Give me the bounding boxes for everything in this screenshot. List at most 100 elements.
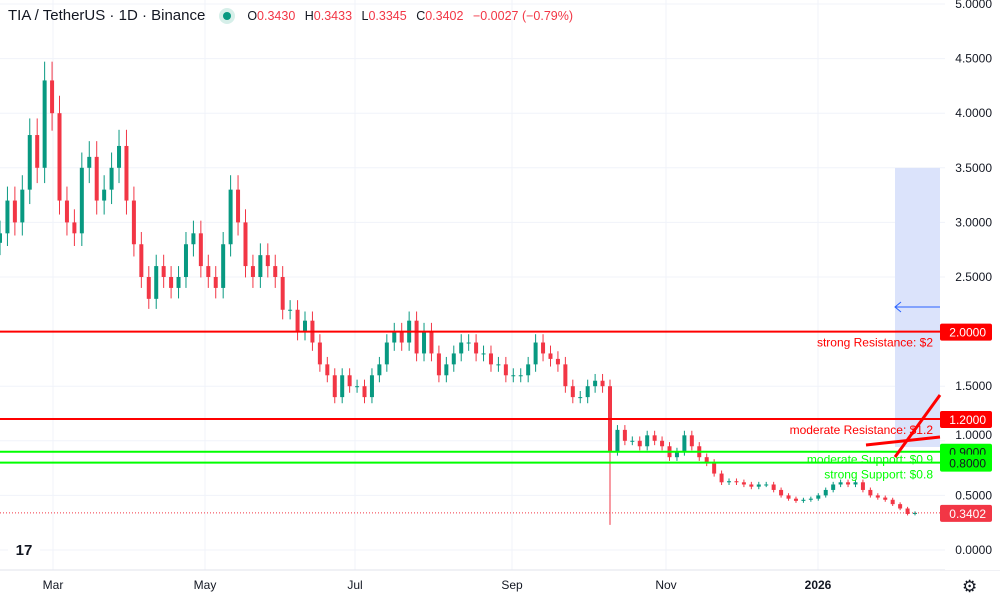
- candle-body: [459, 342, 464, 354]
- candle-body: [741, 482, 746, 485]
- candle-body: [511, 375, 516, 377]
- price-axis: [945, 0, 1000, 570]
- candle-body: [303, 320, 307, 332]
- level-label: strong Support: $0.8: [824, 468, 933, 482]
- candle-body: [674, 451, 679, 458]
- candle-body: [883, 497, 888, 500]
- candle-body: [79, 167, 84, 234]
- price-tick-label: 4.5000: [955, 52, 992, 66]
- low-value: 0.3345: [368, 8, 407, 23]
- candle-body: [362, 386, 367, 398]
- candle-body: [905, 508, 910, 514]
- candle-body: [221, 244, 226, 288]
- candle-body: [518, 375, 523, 377]
- price-tick-label: 3.0000: [955, 215, 992, 229]
- candle-body: [355, 386, 360, 388]
- candle-body: [831, 484, 836, 490]
- candle-body: [622, 429, 627, 441]
- candle-body: [317, 342, 322, 365]
- candle-body: [474, 342, 479, 354]
- level-label: moderate Support: $0.9: [807, 453, 933, 467]
- candle-body: [630, 440, 635, 442]
- candle-body: [689, 435, 694, 447]
- candle-body: [503, 364, 508, 376]
- candle-body: [154, 266, 159, 299]
- candle-body: [265, 255, 270, 267]
- candle-body: [868, 489, 873, 496]
- candle-body: [258, 255, 263, 277]
- candle-body: [369, 375, 374, 398]
- gear-icon[interactable]: ⚙: [962, 577, 978, 596]
- level-label: moderate Resistance: $1.2: [790, 423, 934, 437]
- candle-body: [860, 482, 865, 490]
- close-value: 0.3402: [425, 8, 464, 23]
- candle-body: [533, 342, 538, 365]
- candle-body: [124, 145, 129, 201]
- candle-body: [183, 244, 188, 277]
- candle-body: [793, 498, 798, 501]
- candle-body: [548, 353, 553, 359]
- candle-body: [756, 484, 761, 487]
- candle-body: [488, 353, 493, 365]
- time-tick-label: Jul: [347, 578, 362, 592]
- candle-body: [801, 499, 806, 501]
- candle-body: [541, 342, 546, 354]
- candle-body: [161, 266, 166, 277]
- trend-line: [865, 435, 941, 447]
- candle-body: [35, 135, 40, 168]
- candle-body: [288, 309, 293, 311]
- change-value: −0.0027 (−0.79%): [472, 8, 574, 23]
- trend-line: [893, 394, 942, 458]
- candle-body: [206, 266, 211, 277]
- candle-body: [585, 386, 590, 398]
- last-price-badge: [940, 504, 992, 522]
- tradingview-logo[interactable]: 17: [8, 536, 40, 564]
- market-status-icon: [219, 7, 236, 24]
- candle-body: [325, 364, 330, 376]
- candle-body: [139, 244, 144, 277]
- level-price-badge: [940, 454, 992, 472]
- candle-body: [340, 375, 345, 398]
- candle-body: [228, 189, 233, 245]
- candle-body: [429, 331, 434, 354]
- high-label: H: [304, 8, 314, 23]
- candle-body: [436, 353, 441, 376]
- candle-body: [109, 167, 114, 190]
- symbol-title[interactable]: TIA / TetherUS · 1D · Binance: [8, 7, 206, 24]
- candle-body: [682, 435, 687, 452]
- candle-body: [102, 189, 107, 201]
- candle-body: [236, 189, 241, 223]
- candle-body: [823, 489, 828, 496]
- candle-body: [57, 113, 62, 201]
- candle-body: [660, 440, 665, 447]
- time-tick-label: Nov: [655, 578, 676, 592]
- candle-body: [786, 495, 791, 499]
- ohlc-readout: O0.3430 H0.3433 L0.3345 C0.3402 −0.0027 …: [247, 9, 579, 23]
- candle-body: [749, 484, 754, 487]
- level-price-badge: [940, 323, 992, 341]
- candle-body: [198, 233, 203, 267]
- candle-body: [169, 277, 174, 288]
- candle-body: [875, 495, 880, 498]
- candle-body: [20, 189, 25, 223]
- candle-body: [377, 364, 382, 376]
- price-tick-label: 5.0000: [955, 0, 992, 11]
- candle-body: [213, 277, 218, 288]
- candle-body: [444, 364, 449, 376]
- price-tick-label: 0.5000: [955, 488, 992, 502]
- candle-body: [176, 277, 181, 288]
- candle-body: [392, 331, 397, 343]
- candle-body: [451, 353, 456, 365]
- candle-body: [131, 200, 136, 245]
- candle-body: [481, 353, 486, 355]
- candle-body: [555, 358, 560, 365]
- candle-body: [712, 462, 717, 474]
- candle-body: [846, 482, 851, 485]
- candle-body: [50, 80, 55, 114]
- candle-body: [399, 331, 404, 343]
- candle-body: [87, 156, 92, 168]
- candle-body: [898, 504, 903, 509]
- candle-body: [890, 499, 895, 505]
- close-label: C: [416, 8, 426, 23]
